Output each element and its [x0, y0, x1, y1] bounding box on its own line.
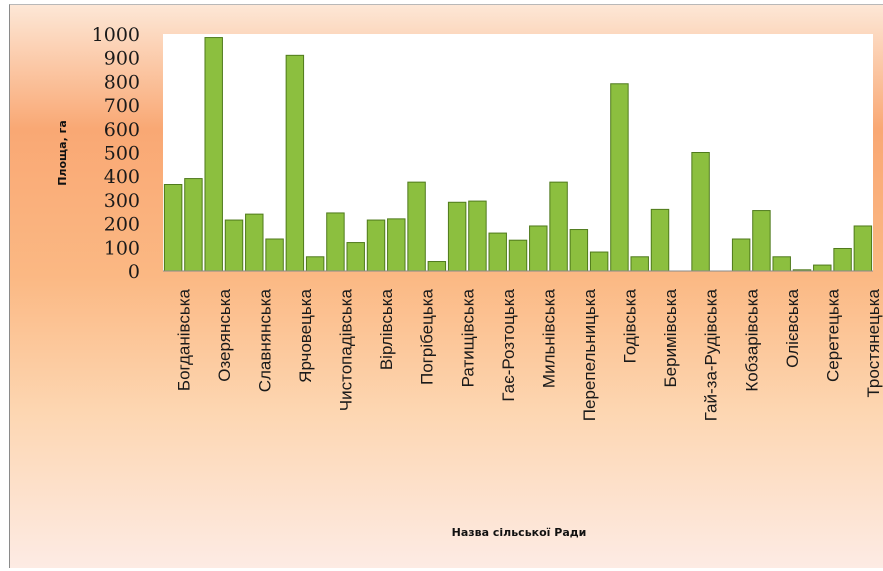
x-category-label: Ярчовецька [296, 288, 315, 382]
x-category-label: Серетецька [823, 288, 842, 382]
y-tick-label: 300 [104, 190, 140, 212]
bar [631, 257, 648, 271]
y-axis-title: Площа, га [56, 120, 69, 186]
bar [388, 219, 405, 271]
y-tick-label: 200 [104, 214, 140, 236]
x-category-label: Гай-за-Рудівська [702, 288, 721, 421]
x-category-label: Мильнівська [539, 288, 558, 388]
x-category-label: Беримівська [661, 288, 680, 387]
x-category-label: Кобзарівська [742, 288, 761, 391]
bar [530, 226, 547, 271]
bar [347, 243, 364, 271]
bar [266, 239, 283, 271]
bar [590, 252, 607, 271]
x-category-label: Вірлівська [377, 288, 396, 370]
x-category-label: Олієвська [783, 288, 802, 367]
x-axis-title: Назва сільської Ради [452, 526, 587, 539]
x-category-label: Чистопадівська [337, 288, 356, 411]
bar [753, 211, 770, 271]
bar [692, 153, 709, 272]
y-tick-label: 0 [128, 261, 140, 283]
bar [286, 55, 303, 271]
bar [408, 182, 425, 271]
y-tick-label: 400 [104, 166, 140, 188]
bar [773, 257, 790, 271]
x-category-label: Погрібецька [418, 288, 437, 385]
x-category-label: Богданівська [174, 288, 193, 391]
bar [448, 202, 465, 271]
bar [225, 220, 242, 271]
x-category-label: Славнянська [255, 288, 274, 392]
x-category-label: Озерянська [215, 288, 234, 381]
bar [205, 38, 222, 271]
x-category-label: Ратищівська [458, 288, 477, 387]
bar [570, 230, 587, 271]
y-tick-label: 800 [104, 71, 140, 93]
x-category-labels: Богданівська Озерянська Славнянська Ярчовец… [174, 288, 883, 421]
chart-area: 0 100 200 300 400 500 600 700 800 900 1000 Богдані… [9, 4, 883, 568]
bar [611, 84, 628, 271]
bar [164, 185, 181, 272]
bar [732, 239, 749, 271]
bar [509, 240, 526, 271]
bar [246, 214, 263, 271]
bar [834, 248, 851, 271]
bar [306, 257, 323, 271]
x-category-label: Тростянецька [864, 288, 883, 397]
bar [854, 226, 871, 271]
bar [550, 182, 567, 271]
bar [814, 265, 831, 271]
bar [185, 179, 202, 271]
y-tick-label: 700 [104, 95, 140, 117]
y-tick-label: 100 [104, 237, 140, 259]
y-tick-label: 600 [104, 119, 140, 141]
x-category-label: Годівська [621, 288, 640, 363]
bar [327, 213, 344, 271]
bar [469, 201, 486, 271]
x-category-label: Гає-Розтоцька [499, 288, 518, 401]
bar [367, 220, 384, 271]
y-tick-label: 900 [104, 48, 140, 70]
bar [489, 233, 506, 271]
bar [651, 209, 668, 271]
y-tick-label: 1000 [92, 24, 140, 46]
bar [428, 262, 445, 271]
y-tick-label: 500 [104, 143, 140, 165]
x-category-label: Перепельницька [580, 288, 599, 421]
